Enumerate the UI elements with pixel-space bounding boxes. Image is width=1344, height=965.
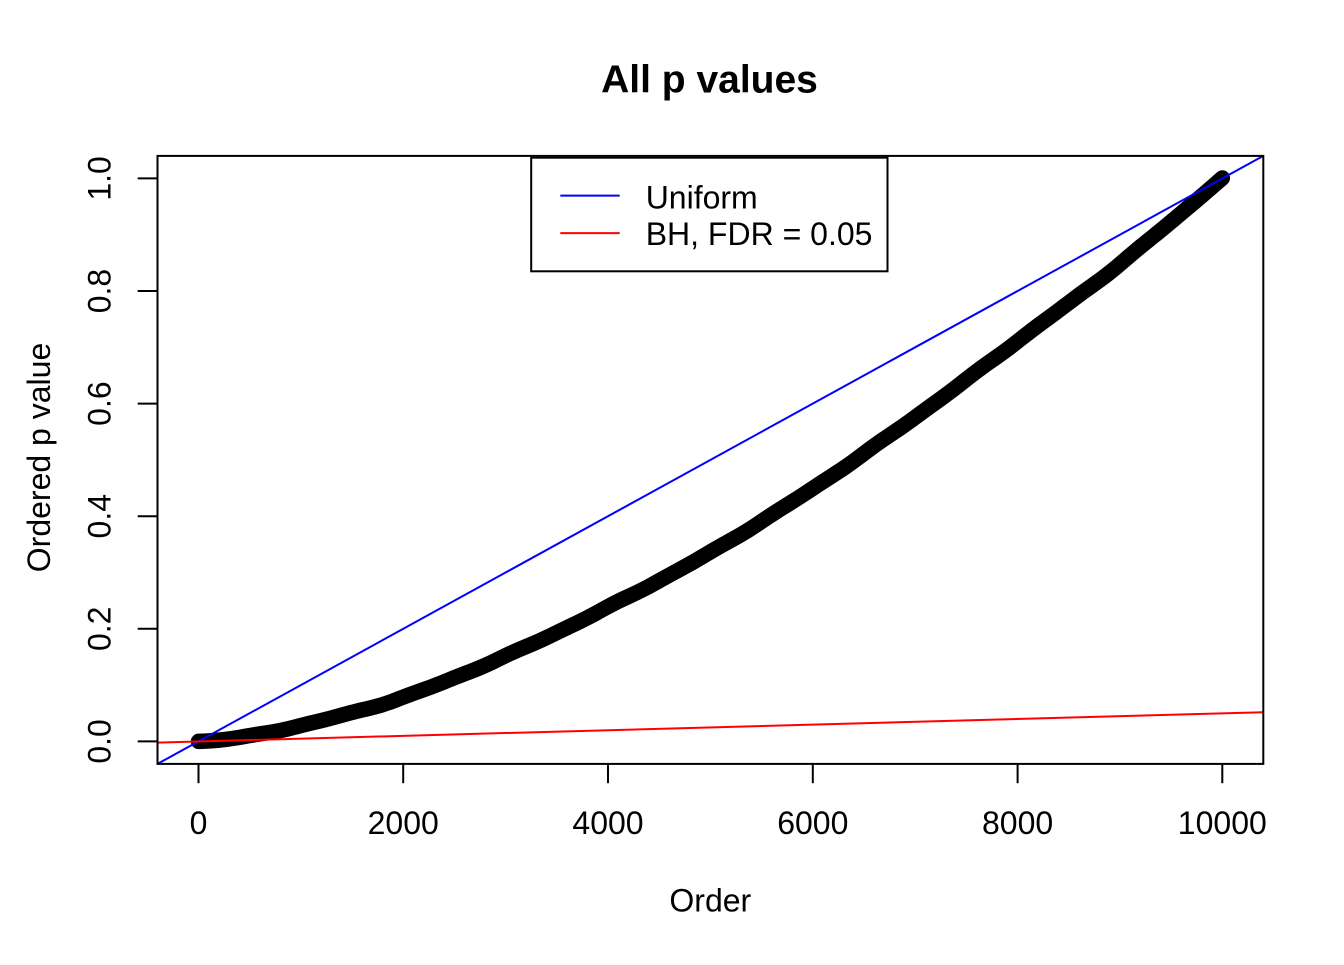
svg-text:4000: 4000 <box>572 805 643 841</box>
svg-text:1.0: 1.0 <box>82 156 118 200</box>
svg-text:0.4: 0.4 <box>82 494 118 538</box>
svg-text:0.6: 0.6 <box>82 381 118 425</box>
svg-text:All p values: All p values <box>601 59 818 102</box>
svg-text:Ordered p value: Ordered p value <box>21 343 57 572</box>
svg-text:10000: 10000 <box>1178 805 1267 841</box>
svg-text:0.0: 0.0 <box>82 719 118 763</box>
svg-text:Order: Order <box>669 882 751 918</box>
svg-text:8000: 8000 <box>982 805 1053 841</box>
svg-text:Uniform: Uniform <box>646 180 758 216</box>
svg-text:0: 0 <box>190 805 208 841</box>
svg-text:6000: 6000 <box>777 805 848 841</box>
svg-text:0.8: 0.8 <box>82 269 118 313</box>
svg-text:0.2: 0.2 <box>82 607 118 651</box>
svg-text:2000: 2000 <box>368 805 439 841</box>
svg-text:BH, FDR = 0.05: BH, FDR = 0.05 <box>646 216 873 252</box>
